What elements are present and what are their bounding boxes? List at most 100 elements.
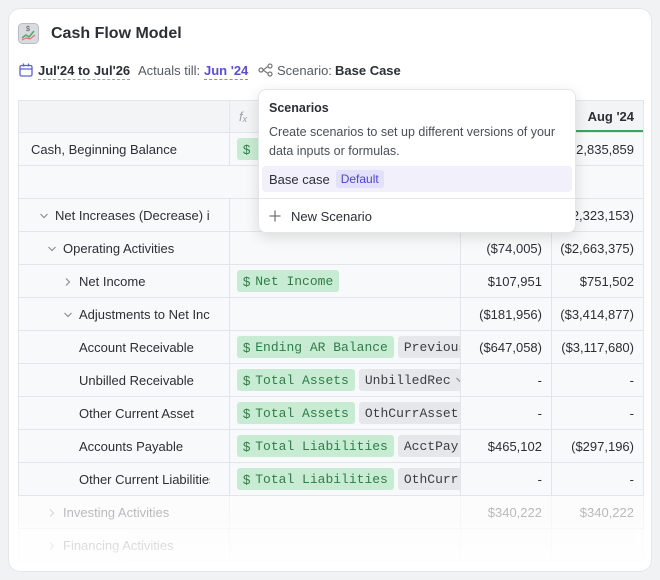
formula-chip[interactable]: AcctPay — [397, 435, 460, 457]
formula-chip[interactable]: $ Net Income — [237, 270, 340, 292]
cell: - — [552, 364, 644, 397]
chip-text: Total Assets — [255, 405, 349, 421]
scenario-list: Base case Default — [262, 166, 572, 192]
expand-toggle[interactable] — [63, 310, 73, 320]
divider — [259, 198, 575, 199]
cell: ($181,956) — [461, 298, 552, 331]
chip-icon: $ — [243, 471, 251, 487]
row-label: Net Income — [79, 274, 146, 289]
actuals-label: Actuals till: — [138, 63, 201, 78]
chip-text: OthCurrAsset — [364, 405, 459, 421]
cell: Cash, Beginning Balance — [18, 133, 230, 166]
cell-value: - — [537, 406, 542, 421]
cell-value: ($2,663,375) — [560, 241, 634, 256]
cell: ($3,414,877) — [552, 298, 644, 331]
row-label: Accounts Payable — [79, 439, 184, 454]
formula-chip[interactable]: $ Total Liabilities — [237, 468, 394, 490]
formula: $ Ending AR Balance Previous — [237, 336, 461, 358]
formula-chip[interactable]: Previous — [397, 336, 461, 358]
formula-chip[interactable]: OthCurrLiabilities — [397, 468, 460, 490]
expand-toggle[interactable] — [39, 211, 49, 221]
date-range[interactable]: Jul'24 to Jul'26 — [38, 63, 131, 80]
cell: $ Total Assets OthCurrAsset — [230, 397, 461, 430]
chip-icon: $ — [243, 438, 251, 454]
chip-icon: $ — [243, 339, 251, 355]
popup-title: Scenarios — [269, 101, 329, 115]
chip-icon: $ — [243, 372, 251, 388]
chip-text: UnbilledRec — [364, 372, 451, 388]
header-cell — [18, 100, 230, 133]
cell: ($647,058) — [461, 331, 552, 364]
formula-chip[interactable]: $ Total Assets — [237, 402, 355, 424]
popup-description: Create scenarios to set up different ver… — [269, 125, 556, 158]
cell-value: - — [629, 472, 634, 487]
formula: $Total Liabilities OthCurrLiabilities — [237, 468, 460, 490]
cell-value: - — [629, 373, 634, 388]
formula: $ Total Assets UnbilledRec — [237, 369, 461, 391]
scenario-label: Scenario: — [277, 63, 332, 78]
expand-toggle[interactable] — [47, 244, 57, 254]
cell-value: ($74,005) — [486, 241, 542, 256]
cell: Other Current Asset — [18, 397, 230, 430]
cell: - — [552, 397, 644, 430]
scenario-item[interactable]: Base case Default — [262, 166, 572, 192]
chip-text: OthCurrLiabilities — [403, 471, 460, 487]
cell-value: ($3,117,680) — [561, 340, 634, 355]
cell: $ Total Assets UnbilledRec — [230, 364, 461, 397]
formula: $ Net Income — [237, 270, 343, 292]
row-label: Adjustments to Net Inco... — [79, 307, 210, 322]
formula-chip[interactable]: $ Total Liabilities — [237, 435, 394, 457]
row-label: Unbilled Receivable — [79, 373, 194, 388]
scenario-popup: Scenarios Create scenarios to set up dif… — [258, 89, 576, 233]
cell: ($3,117,680) — [552, 331, 644, 364]
formula-chip[interactable]: $ Total Assets — [237, 369, 355, 391]
cell: $ Total Liabilities AcctPay — [230, 430, 461, 463]
row-label: Operating Activities — [63, 241, 175, 256]
chip-text: Previous — [403, 339, 461, 355]
cell: $ Ending AR Balance Previous — [230, 331, 461, 364]
cell: - — [461, 463, 552, 496]
formula-chip[interactable]: OthCurrAsset — [358, 402, 460, 424]
cell-value: ($181,956) — [479, 307, 542, 322]
cell: Unbilled Receivable — [18, 364, 230, 397]
cell — [230, 232, 461, 265]
calendar-icon — [19, 63, 33, 77]
cell-value: $107,951 — [487, 274, 542, 289]
cell-value: ($3,414,877) — [560, 307, 634, 322]
scenario-name: Base case — [269, 171, 330, 187]
row-label: Other Current Liabilities — [79, 472, 210, 487]
cell: ($297,196) — [552, 430, 644, 463]
model-icon: $ — [18, 23, 39, 44]
chip-text: Total Liabilities — [255, 471, 388, 487]
cell: $751,502 — [552, 265, 644, 298]
cell: Operating Activities — [18, 232, 230, 265]
cell: $Total Liabilities OthCurrLiabilities — [230, 463, 461, 496]
cell-value: - — [537, 373, 542, 388]
chip-text: Total Liabilities — [255, 438, 388, 454]
new-scenario[interactable]: New Scenario — [291, 209, 372, 224]
svg-text:$: $ — [26, 26, 30, 33]
cell: ($2,663,375) — [552, 232, 644, 265]
formula-chip[interactable]: $ Ending AR Balance — [237, 336, 394, 358]
cell-value: $2,835,859 — [568, 142, 634, 157]
cell — [230, 298, 461, 331]
formula-chip[interactable]: UnbilledRec — [358, 369, 461, 391]
expand-toggle[interactable] — [63, 277, 73, 287]
cell: - — [461, 397, 552, 430]
chip-icon: $ — [243, 405, 251, 421]
cell-value: $465,102 — [487, 439, 542, 454]
scenario-value[interactable]: Base Case — [335, 63, 401, 78]
chip-text: Ending AR Balance — [255, 339, 388, 355]
cell: - — [461, 364, 552, 397]
fade — [9, 509, 651, 571]
cell: Net Increases (Decrease) in C... — [18, 199, 230, 232]
chip-dropdown[interactable] — [455, 375, 461, 385]
actuals-value[interactable]: Jun '24 — [204, 63, 249, 80]
chip-icon: $ — [243, 141, 251, 157]
cell-value: $751,502 — [579, 274, 634, 289]
cell: $107,951 — [461, 265, 552, 298]
cell-value: ($297,196) — [571, 439, 634, 454]
cell: Accounts Payable — [18, 430, 230, 463]
chip-text: Total Assets — [255, 372, 349, 388]
cell: ($74,005) — [461, 232, 552, 265]
